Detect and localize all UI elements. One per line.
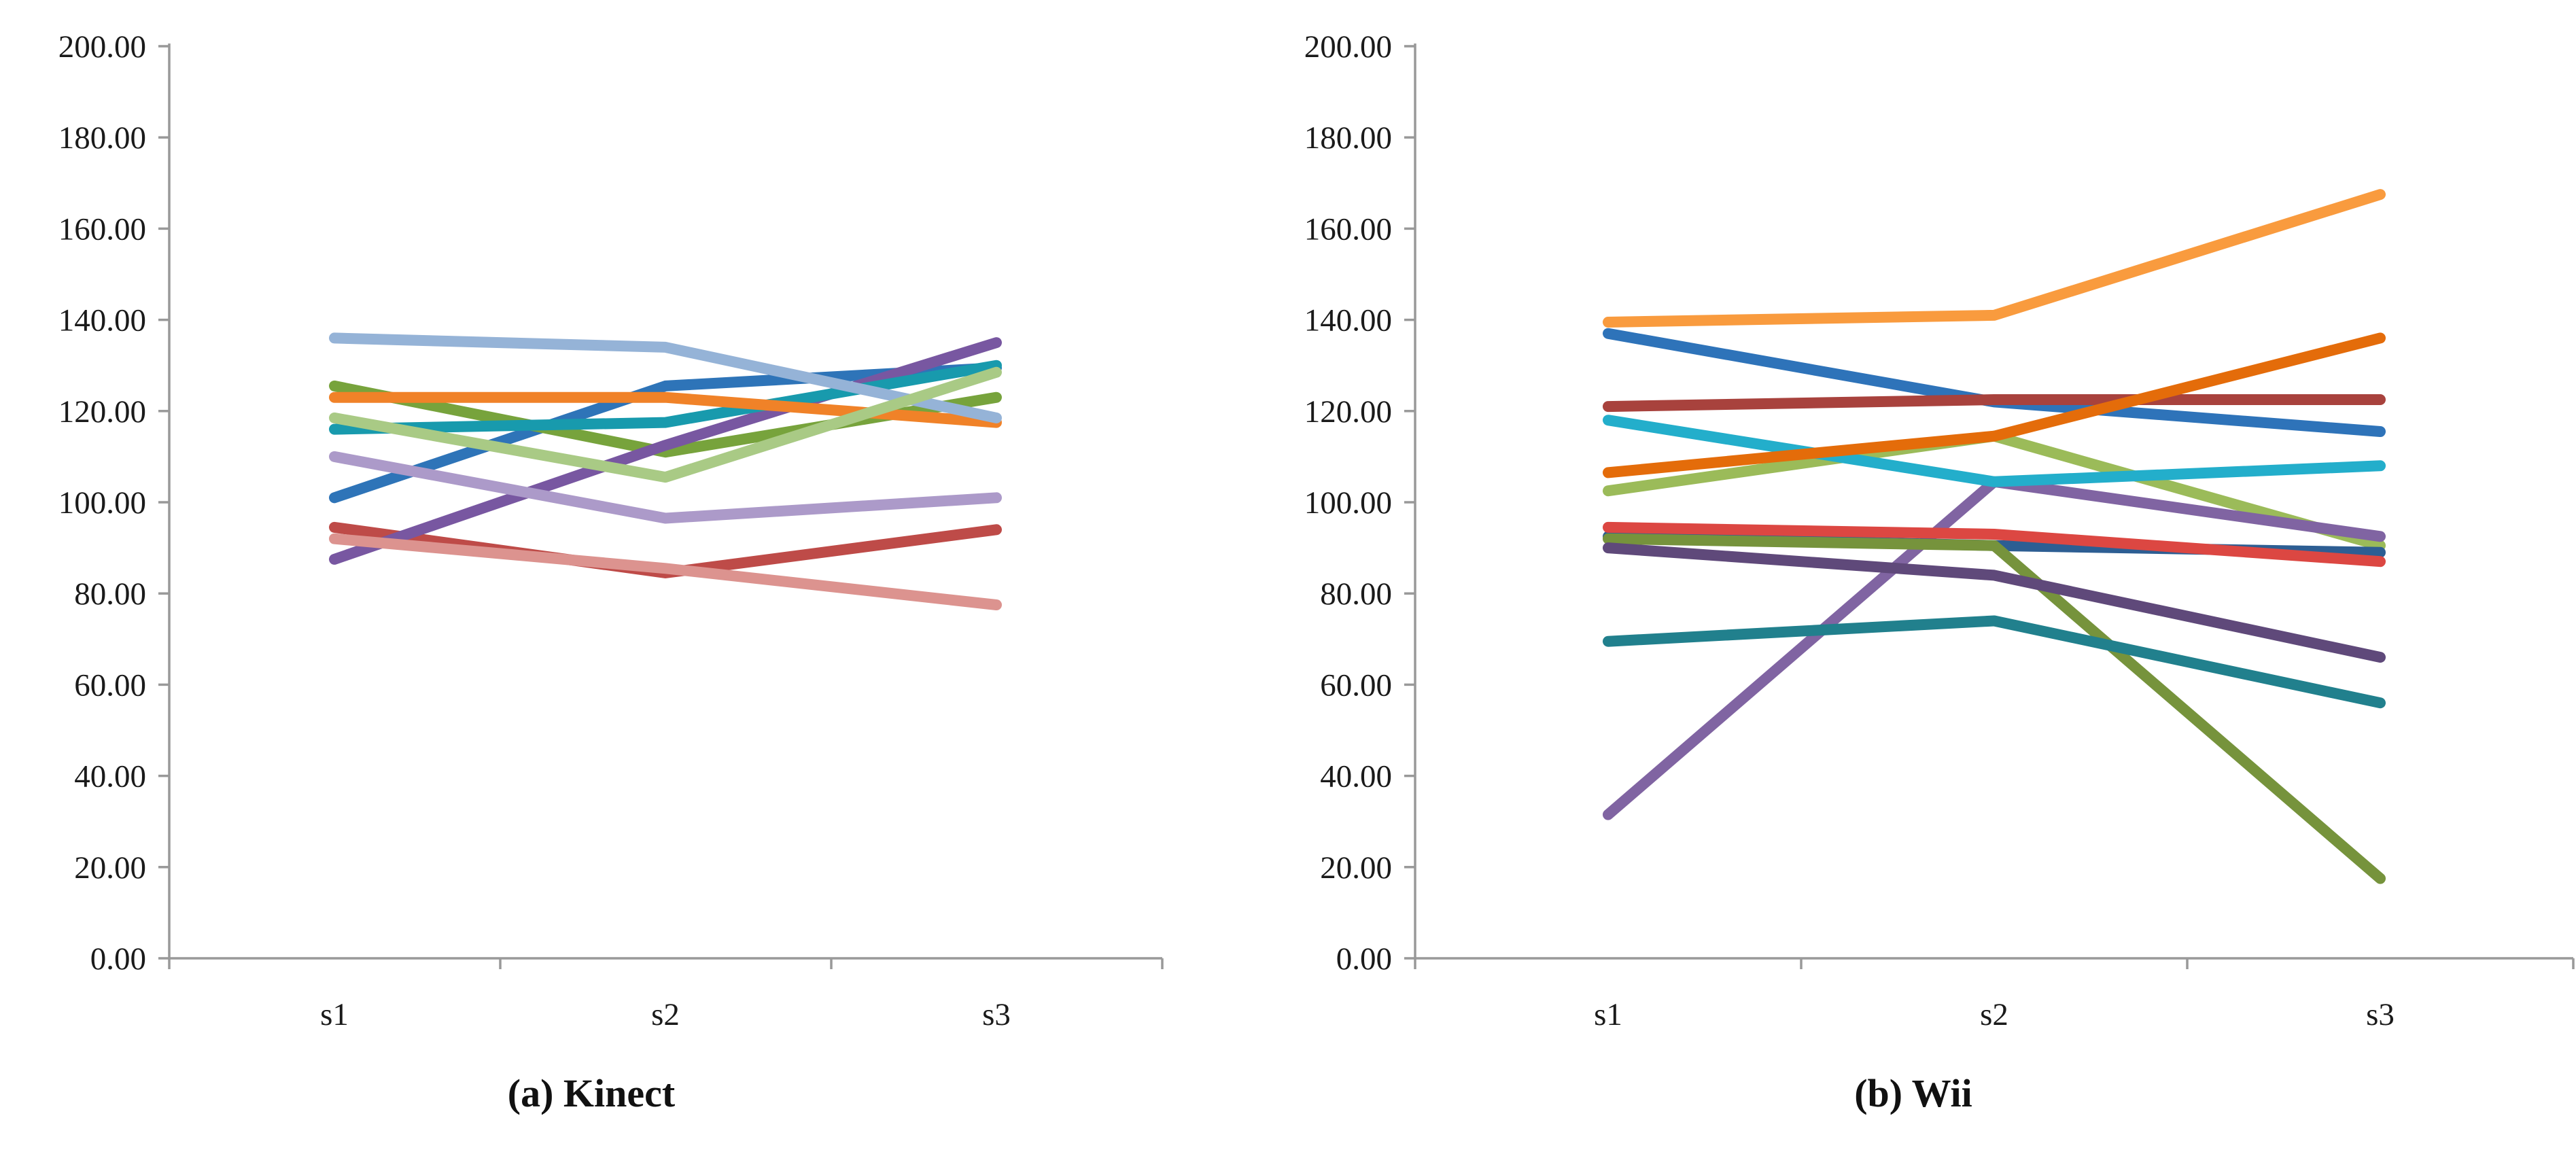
x-axis-label: s2	[651, 997, 680, 1032]
y-axis-tick-label: 40.00	[1320, 759, 1392, 795]
y-axis-tick-label: 180.00	[58, 120, 146, 156]
line-series-light-green	[329, 366, 1002, 483]
wii-line-chart: 0.00 20.00 40.00 60.00 80.00 100.00 120.00 140.…	[1304, 29, 2575, 1032]
y-axis-tick-label: 100.00	[1304, 485, 1392, 521]
line-series-teal	[329, 360, 1002, 435]
y-axis-tick-label: 160.00	[58, 211, 146, 247]
y-axis-tick-label: 20.00	[74, 850, 146, 886]
y-axis-tick-label: 0.00	[90, 941, 146, 977]
y-axis-tick-label: 60.00	[74, 667, 146, 703]
kinect-line-chart: 0.00 20.00 40.00 60.00 80.00 100.00 120.00 140.…	[58, 29, 1164, 1032]
line-series-red	[1603, 521, 2386, 568]
y-axis-tick-label: 20.00	[1320, 850, 1392, 886]
line-series-dark-orange	[1603, 332, 2386, 478]
caption-kinect: (a) Kinect	[508, 1071, 676, 1115]
y-axis-tick-label: 180.00	[1304, 120, 1392, 156]
x-axis-label: s1	[320, 997, 349, 1032]
line-series-dark-teal	[1603, 615, 2386, 709]
x-axis-label: s3	[982, 997, 1011, 1032]
y-axis-tick-label: 40.00	[74, 759, 146, 795]
line-series-dark-purple	[1603, 542, 2386, 663]
y-axis-tick-label: 120.00	[1304, 394, 1392, 430]
x-axis-label: s3	[2366, 997, 2395, 1032]
line-series-cyan	[1603, 415, 2386, 487]
y-axis-tick-label: 100.00	[58, 485, 146, 521]
line-series-olive-green	[1603, 533, 2386, 884]
line-series-lavender	[329, 451, 1002, 524]
y-axis-tick-label: 200.00	[58, 29, 146, 65]
y-axis-tick-label: 80.00	[1320, 576, 1392, 612]
line-series-purple	[329, 337, 1002, 565]
y-axis-tick-label: 200.00	[1304, 29, 1392, 65]
caption-wii: (b) Wii	[1854, 1071, 1972, 1115]
line-series-salmon	[329, 533, 1002, 610]
line-series-orange	[329, 391, 1002, 428]
line-series-blue	[1603, 328, 2386, 437]
y-axis-tick-label: 140.00	[58, 303, 146, 338]
y-axis-tick-label: 140.00	[1304, 303, 1392, 338]
x-axis-label: s1	[1594, 997, 1622, 1032]
y-axis-tick-label: 80.00	[74, 576, 146, 612]
line-series-orange	[1603, 189, 2386, 328]
y-axis-tick-label: 120.00	[58, 394, 146, 430]
y-axis-tick-label: 160.00	[1304, 211, 1392, 247]
y-axis-tick-label: 60.00	[1320, 667, 1392, 703]
line-series-pale-blue	[329, 332, 1002, 423]
y-axis-tick-label: 0.00	[1336, 941, 1392, 977]
x-axis-label: s2	[1980, 997, 2008, 1032]
line-series-maroon	[1603, 394, 2386, 413]
